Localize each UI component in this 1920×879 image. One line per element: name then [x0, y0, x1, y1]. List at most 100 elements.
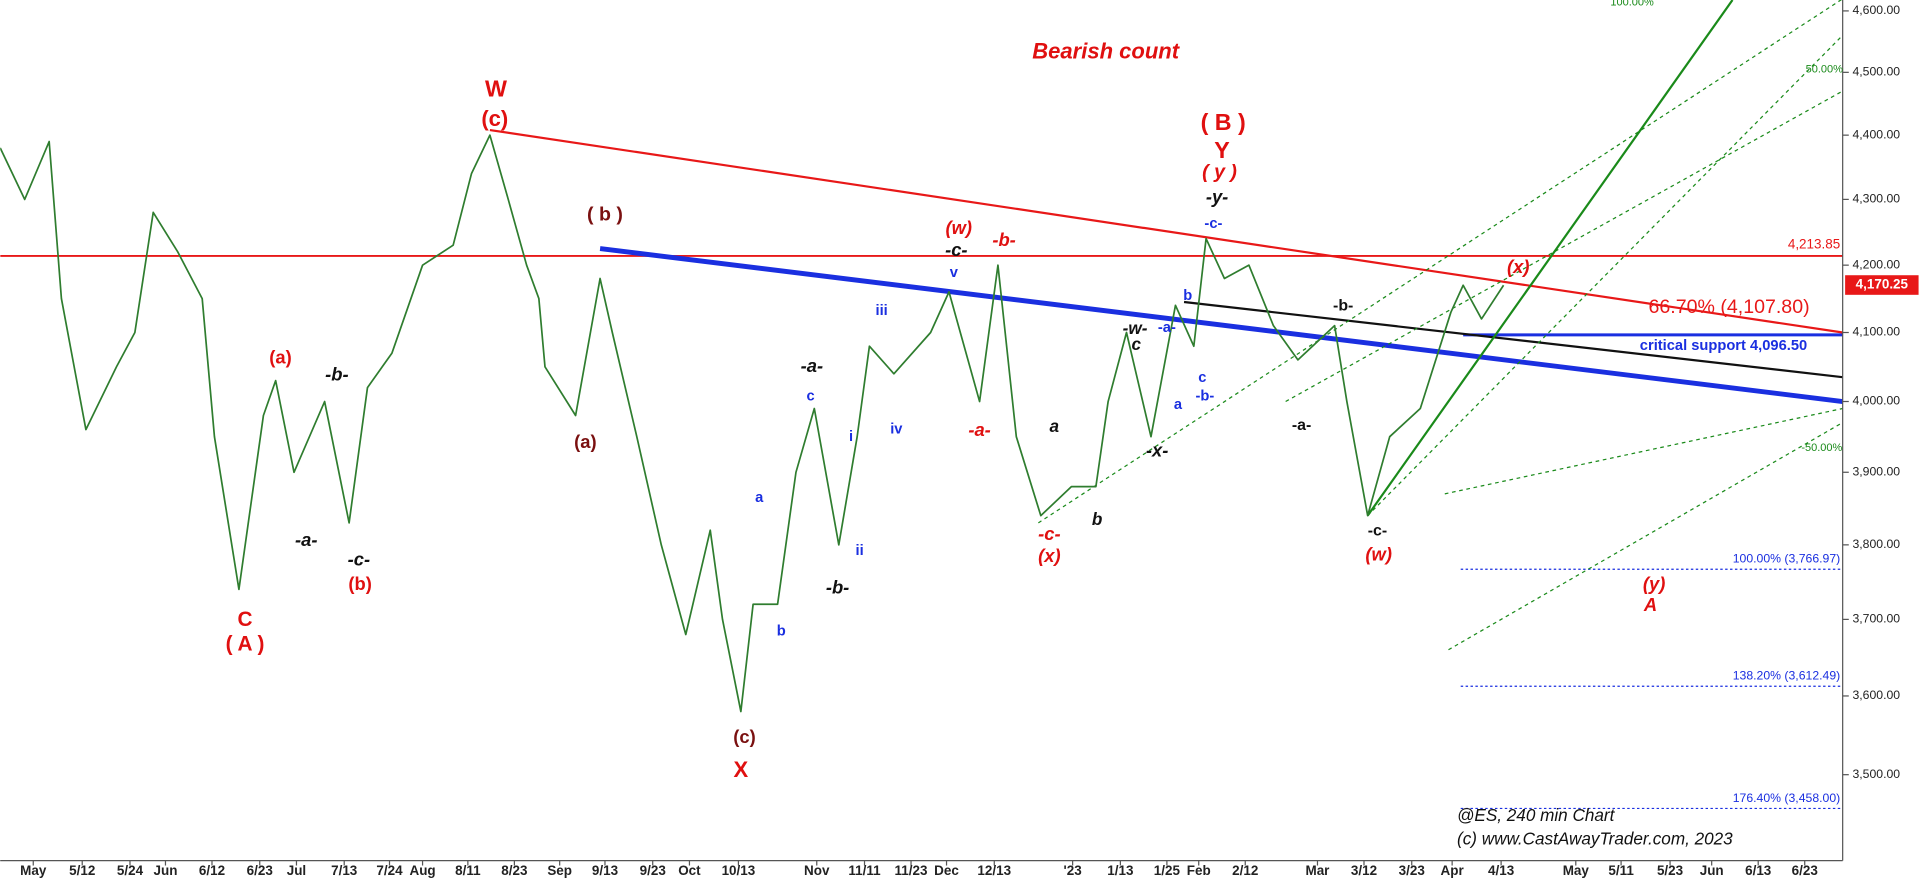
x-tick-label: Jun [154, 863, 178, 878]
wave-label: -c- [348, 549, 370, 570]
wave-label: -b- [1195, 389, 1214, 405]
wave-label: iv [890, 422, 903, 438]
wave-label: b [777, 624, 786, 640]
level-label: 4,213.85 [1788, 236, 1840, 251]
y-tick-label: 4,100.00 [1852, 325, 1900, 339]
y-tick-label: 4,400.00 [1852, 127, 1900, 141]
wave-label: (a) [269, 347, 291, 368]
trendline [1448, 422, 1843, 651]
y-tick-label: 4,200.00 [1852, 257, 1900, 271]
wave-label: (b) [348, 573, 371, 594]
wave-label: -b- [325, 364, 348, 385]
x-tick-label: 6/23 [247, 863, 273, 878]
wave-label: X [734, 757, 749, 782]
wave-label: C [238, 608, 253, 631]
level-label: critical support 4,096.50 [1640, 338, 1807, 354]
price-box-label: 4,170.25 [1856, 277, 1909, 292]
x-tick-label: 8/11 [455, 863, 481, 878]
wave-label: a [1050, 416, 1060, 436]
level-label: 176.40% (3,458.00) [1733, 791, 1840, 805]
wave-label: -c- [945, 239, 967, 260]
wave-label: 100.00% [1610, 0, 1654, 8]
wave-label: -c- [1204, 216, 1222, 232]
wave-label: b [1183, 288, 1192, 304]
x-tick-label: 8/23 [501, 863, 527, 878]
wave-label: (w) [1365, 544, 1392, 565]
x-tick-label: 3/23 [1399, 863, 1425, 878]
y-tick-label: 4,500.00 [1852, 65, 1900, 79]
wave-label: -y- [1206, 186, 1228, 207]
wave-label: -50.00% [1801, 442, 1842, 454]
trendline [489, 128, 1843, 334]
wave-label: ( A ) [226, 633, 265, 656]
wave-label: -a- [1292, 417, 1311, 434]
x-tick-label: 1/13 [1107, 863, 1133, 878]
wave-label: -a- [801, 355, 823, 376]
x-tick-label: 12/13 [977, 863, 1011, 878]
price-box [1845, 275, 1919, 295]
x-tick-label: 11/23 [895, 863, 928, 878]
x-tick-label: 7/24 [376, 863, 403, 878]
x-tick-label: '23 [1064, 863, 1082, 878]
wave-label: -b- [992, 229, 1015, 250]
trendline [599, 246, 1843, 404]
wave-label: c [1132, 334, 1142, 354]
x-tick-label: 2/12 [1232, 863, 1258, 878]
plot-area [0, 0, 1843, 810]
x-tick-label: Oct [678, 863, 701, 878]
wave-label: ii [856, 543, 864, 559]
x-tick-label: 5/11 [1608, 863, 1634, 878]
y-tick-label: 4,300.00 [1852, 192, 1900, 206]
y-tick-label: 3,600.00 [1852, 688, 1900, 702]
x-tick-label: 3/12 [1351, 863, 1377, 878]
y-tick-label: 4,000.00 [1852, 394, 1900, 408]
x-tick-label: 6/23 [1792, 863, 1818, 878]
chart-title: Bearish count [1032, 38, 1180, 63]
wave-label: (c) [481, 106, 508, 131]
wave-label: W [485, 76, 507, 102]
x-tick-label: Mar [1306, 863, 1331, 878]
wave-label: -b- [826, 577, 849, 598]
x-tick-label: 5/12 [69, 863, 95, 878]
x-tick-label: Apr [1441, 863, 1465, 878]
wave-label: (y) [1643, 573, 1665, 594]
wave-label: v [950, 265, 959, 281]
x-tick-label: Sep [547, 863, 572, 878]
level-label: 100.00% (3,766.97) [1733, 552, 1840, 566]
trendline [1366, 0, 1734, 517]
x-tick-label: Nov [804, 863, 830, 878]
y-tick-label: 3,700.00 [1852, 612, 1900, 626]
wave-label: (a) [574, 431, 596, 452]
x-tick-label: 6/13 [1745, 863, 1771, 878]
wave-label: (c) [733, 726, 755, 747]
trendline [1038, 0, 1842, 524]
price-line [0, 134, 1505, 713]
level-label: 138.20% (3,612.49) [1733, 669, 1840, 683]
wave-label: -c- [1038, 523, 1060, 544]
x-tick-label: May [1563, 863, 1590, 878]
wave-label: 50.00% [1806, 64, 1844, 76]
wave-label: a [1174, 397, 1183, 413]
wave-label: A [1643, 594, 1657, 615]
x-tick-label: Jul [287, 863, 306, 878]
wave-label: c [807, 389, 815, 405]
wave-label: (x) [1507, 256, 1529, 277]
wave-label: ( b ) [587, 204, 623, 226]
wave-label: ( y ) [1202, 161, 1237, 183]
footer: (c) www.CastAwayTrader.com, 2023 [1457, 828, 1733, 848]
y-tick-label: 3,900.00 [1852, 464, 1900, 478]
x-tick-label: Feb [1187, 863, 1211, 878]
wave-label: -a- [968, 419, 990, 440]
level-label: 66.70% (4,107.80) [1649, 296, 1810, 318]
x-tick-label: 11/11 [848, 863, 881, 878]
wave-label: (x) [1038, 545, 1060, 566]
wave-label: a [755, 490, 764, 506]
y-tick-label: 3,800.00 [1852, 537, 1900, 551]
x-tick-label: 10/13 [722, 863, 756, 878]
x-tick-label: Dec [934, 863, 959, 878]
wave-label: -c- [1368, 523, 1387, 540]
wave-label: -w- [1123, 318, 1148, 338]
trendline [1367, 34, 1843, 517]
